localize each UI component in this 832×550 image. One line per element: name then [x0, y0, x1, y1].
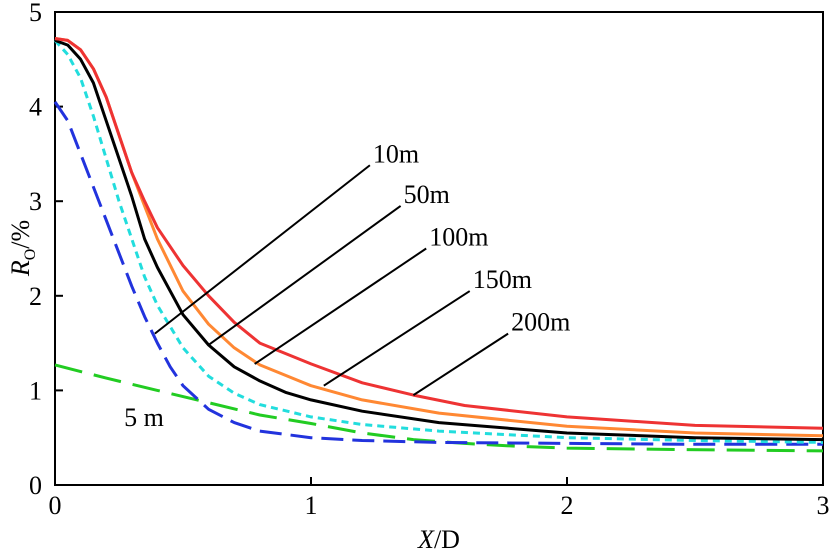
annotation-label: 150m	[473, 265, 532, 294]
annotation-label: 10m	[373, 139, 419, 168]
axis-ticks: 0 1 2 3 0 1 2 3 4 5	[29, 0, 830, 520]
annotation-leader	[154, 164, 371, 335]
x-tick-label: 0	[49, 491, 62, 520]
y-axis-title: RO/%	[6, 220, 39, 277]
x-tick-label: 2	[561, 491, 574, 520]
series-line-10m	[53, 101, 823, 446]
series-line-100m	[54, 38, 824, 442]
annotations: 10m 50m 100m 150m 200m 5 m	[124, 139, 570, 432]
annotation-label: 100m	[429, 223, 488, 252]
plot-frame	[54, 11, 824, 486]
x-axis-title: X/D	[417, 525, 460, 550]
series-line-200m	[54, 37, 824, 430]
x-tick-label: 1	[305, 491, 318, 520]
series-line-5m	[54, 363, 824, 453]
annotation-leader	[208, 205, 402, 346]
series-line-50m	[53, 39, 824, 444]
series-lines	[53, 37, 824, 453]
annotation-leader	[412, 332, 509, 396]
y-tick-label: 0	[29, 471, 42, 500]
annotation-leader	[254, 247, 427, 365]
y-tick-label: 4	[29, 93, 42, 122]
x-tick-label: 3	[817, 491, 830, 520]
annotation-label: 50m	[404, 180, 450, 209]
y-tick-label: 3	[29, 187, 42, 216]
y-tick-label: 5	[29, 0, 42, 27]
annotation-label: 200m	[511, 308, 570, 337]
annotation-label: 5 m	[124, 403, 164, 432]
y-tick-label: 1	[29, 376, 42, 405]
annotation-leader	[323, 290, 471, 387]
y-tick-label: 2	[29, 282, 42, 311]
